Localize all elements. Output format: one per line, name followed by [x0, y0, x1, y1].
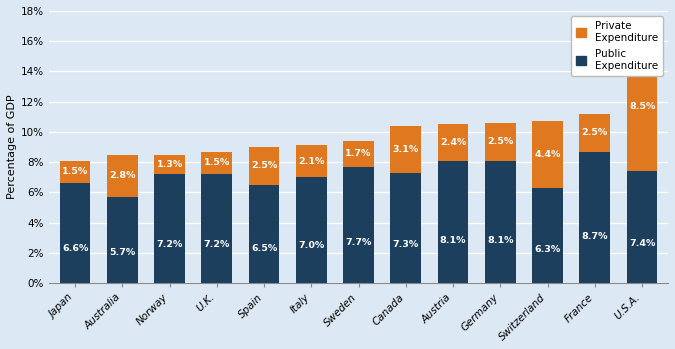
Bar	[59, 183, 90, 283]
Bar	[626, 43, 657, 171]
Bar	[107, 197, 138, 283]
Text: 8.5%: 8.5%	[629, 102, 655, 111]
Bar	[579, 114, 610, 151]
Text: 8.1%: 8.1%	[487, 236, 514, 245]
Text: 7.4%: 7.4%	[629, 239, 655, 248]
Bar	[154, 155, 185, 174]
Text: 2.5%: 2.5%	[582, 128, 608, 137]
Text: 3.1%: 3.1%	[393, 145, 419, 154]
Bar	[485, 123, 516, 161]
Bar	[201, 151, 232, 174]
Text: 8.1%: 8.1%	[440, 236, 466, 245]
Text: 7.2%: 7.2%	[204, 240, 230, 250]
Text: 2.4%: 2.4%	[440, 138, 466, 147]
Bar	[390, 173, 421, 283]
Bar	[154, 174, 185, 283]
Bar	[532, 188, 563, 283]
Bar	[343, 166, 374, 283]
Bar	[579, 151, 610, 283]
Text: 7.0%: 7.0%	[298, 242, 325, 251]
Bar	[343, 141, 374, 166]
Bar	[296, 177, 327, 283]
Bar	[437, 161, 468, 283]
Text: 7.2%: 7.2%	[157, 240, 183, 250]
Bar	[248, 147, 279, 185]
Bar	[201, 174, 232, 283]
Text: 4.4%: 4.4%	[535, 150, 561, 159]
Bar	[59, 161, 90, 183]
Text: 2.5%: 2.5%	[487, 137, 514, 146]
Bar	[485, 161, 516, 283]
Text: 8.7%: 8.7%	[582, 232, 608, 242]
Bar	[296, 146, 327, 177]
Bar	[626, 171, 657, 283]
Text: 2.1%: 2.1%	[298, 157, 325, 166]
Bar	[248, 185, 279, 283]
Text: 7.7%: 7.7%	[346, 238, 372, 247]
Text: 6.5%: 6.5%	[251, 244, 277, 253]
Text: 1.5%: 1.5%	[62, 168, 88, 176]
Text: 6.6%: 6.6%	[62, 244, 88, 253]
Bar	[390, 126, 421, 173]
Legend: Private
Expenditure, Public
Expenditure: Private Expenditure, Public Expenditure	[570, 16, 663, 76]
Bar	[107, 155, 138, 197]
Y-axis label: Percentage of GDP: Percentage of GDP	[7, 95, 17, 199]
Text: 5.7%: 5.7%	[109, 248, 136, 257]
Text: 1.3%: 1.3%	[157, 160, 183, 169]
Text: 1.7%: 1.7%	[346, 149, 372, 158]
Text: 2.8%: 2.8%	[109, 171, 136, 180]
Bar	[532, 121, 563, 188]
Text: 1.5%: 1.5%	[204, 158, 230, 167]
Text: 2.5%: 2.5%	[251, 161, 277, 170]
Text: 7.3%: 7.3%	[393, 240, 419, 249]
Text: 6.3%: 6.3%	[535, 245, 561, 254]
Bar	[437, 124, 468, 161]
